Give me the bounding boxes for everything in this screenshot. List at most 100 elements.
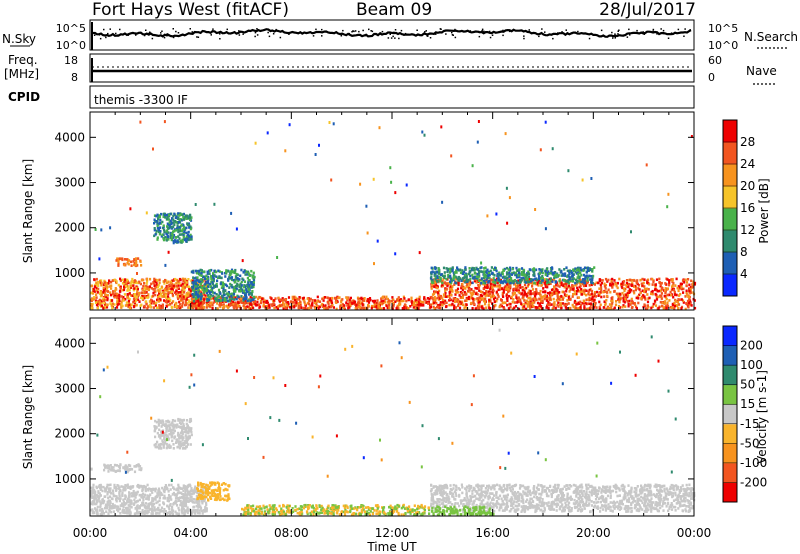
range-cell (421, 300, 425, 304)
range-cell (668, 283, 671, 287)
range-cell (529, 298, 532, 302)
range-cell (165, 232, 168, 235)
range-cell (604, 287, 607, 290)
range-cell (239, 286, 242, 290)
range-cell (110, 280, 113, 284)
range-cell (196, 302, 199, 306)
range-cell (204, 294, 207, 297)
range-cell (506, 273, 509, 276)
range-cell (184, 499, 187, 503)
range-cell (164, 235, 167, 239)
range-cell (121, 304, 124, 308)
range-cell (209, 285, 212, 288)
range-cell (121, 491, 124, 495)
range-cell (191, 289, 195, 292)
range-cell (221, 272, 224, 275)
range-cell (198, 290, 201, 293)
range-cell (466, 283, 469, 286)
range-cell (470, 293, 473, 297)
colorbar-swatch (723, 274, 737, 297)
range-cell (157, 494, 160, 497)
range-cell (205, 274, 208, 278)
range-cell (133, 492, 136, 496)
range-cell (156, 306, 159, 309)
range-cell (435, 286, 438, 289)
range-cell (664, 302, 667, 305)
range-cell (471, 273, 474, 277)
range-cell (544, 290, 547, 293)
range-cell (174, 277, 177, 281)
range-cell (133, 261, 136, 265)
range-cell (625, 293, 628, 297)
range-cell (496, 293, 499, 296)
range-cell (167, 499, 170, 503)
range-cell (636, 279, 639, 282)
range-cell (568, 277, 571, 281)
range-cell (178, 491, 182, 495)
range-cell (258, 295, 261, 299)
range-cell (680, 305, 684, 309)
range-cell (160, 285, 163, 289)
range-cell (211, 281, 214, 284)
range-cell (478, 289, 481, 292)
range-cell (644, 298, 647, 301)
range-cell (412, 301, 415, 304)
range-cell (247, 278, 251, 282)
noise-dot (451, 34, 454, 36)
range-cell (427, 302, 430, 305)
range-cell (114, 295, 117, 299)
range-cell (626, 295, 629, 299)
range-cell (128, 305, 131, 309)
range-cell (471, 307, 474, 310)
range-cell (552, 297, 555, 301)
range-cell (173, 223, 176, 226)
range-cell (165, 485, 168, 489)
range-cell (182, 297, 185, 301)
range-cell (521, 306, 524, 309)
range-cell (677, 289, 680, 293)
range-cell (132, 288, 135, 292)
range-cell (657, 306, 660, 310)
range-cell (100, 304, 103, 308)
range-cell (551, 271, 554, 275)
range-cell (431, 293, 435, 296)
range-cell (688, 283, 691, 287)
range-cell (101, 298, 104, 302)
range-cell (528, 280, 531, 284)
range-cell (328, 305, 331, 309)
range-cell (155, 283, 158, 286)
range-cell (514, 271, 517, 275)
range-cell (339, 305, 342, 308)
range-cell (654, 288, 657, 291)
noise-dot (642, 31, 644, 33)
range-cell (518, 300, 521, 304)
range-cell (572, 305, 575, 309)
range-cell (238, 278, 241, 281)
range-cell (495, 212, 498, 216)
colorbar-swatch (723, 120, 737, 143)
range-cell (197, 511, 200, 515)
range-cell (202, 293, 205, 296)
range-cell (152, 488, 155, 491)
range-cell (118, 294, 121, 298)
range-cell (247, 272, 250, 275)
range-cell (324, 296, 327, 299)
range-cell (526, 273, 529, 277)
range-cell (348, 298, 351, 302)
range-cell (273, 299, 276, 302)
range-cell (93, 290, 96, 293)
range-cell (170, 305, 173, 309)
range-cell (518, 268, 521, 271)
range-cell (230, 278, 234, 282)
range-cell (676, 286, 679, 290)
range-cell (222, 298, 225, 302)
noise-dot (321, 28, 323, 31)
range-cell (516, 299, 519, 302)
range-cell (259, 300, 263, 303)
range-cell (585, 274, 588, 278)
range-cell (96, 306, 99, 310)
range-cell (562, 278, 565, 282)
range-cell (191, 281, 194, 284)
range-cell (185, 231, 188, 235)
